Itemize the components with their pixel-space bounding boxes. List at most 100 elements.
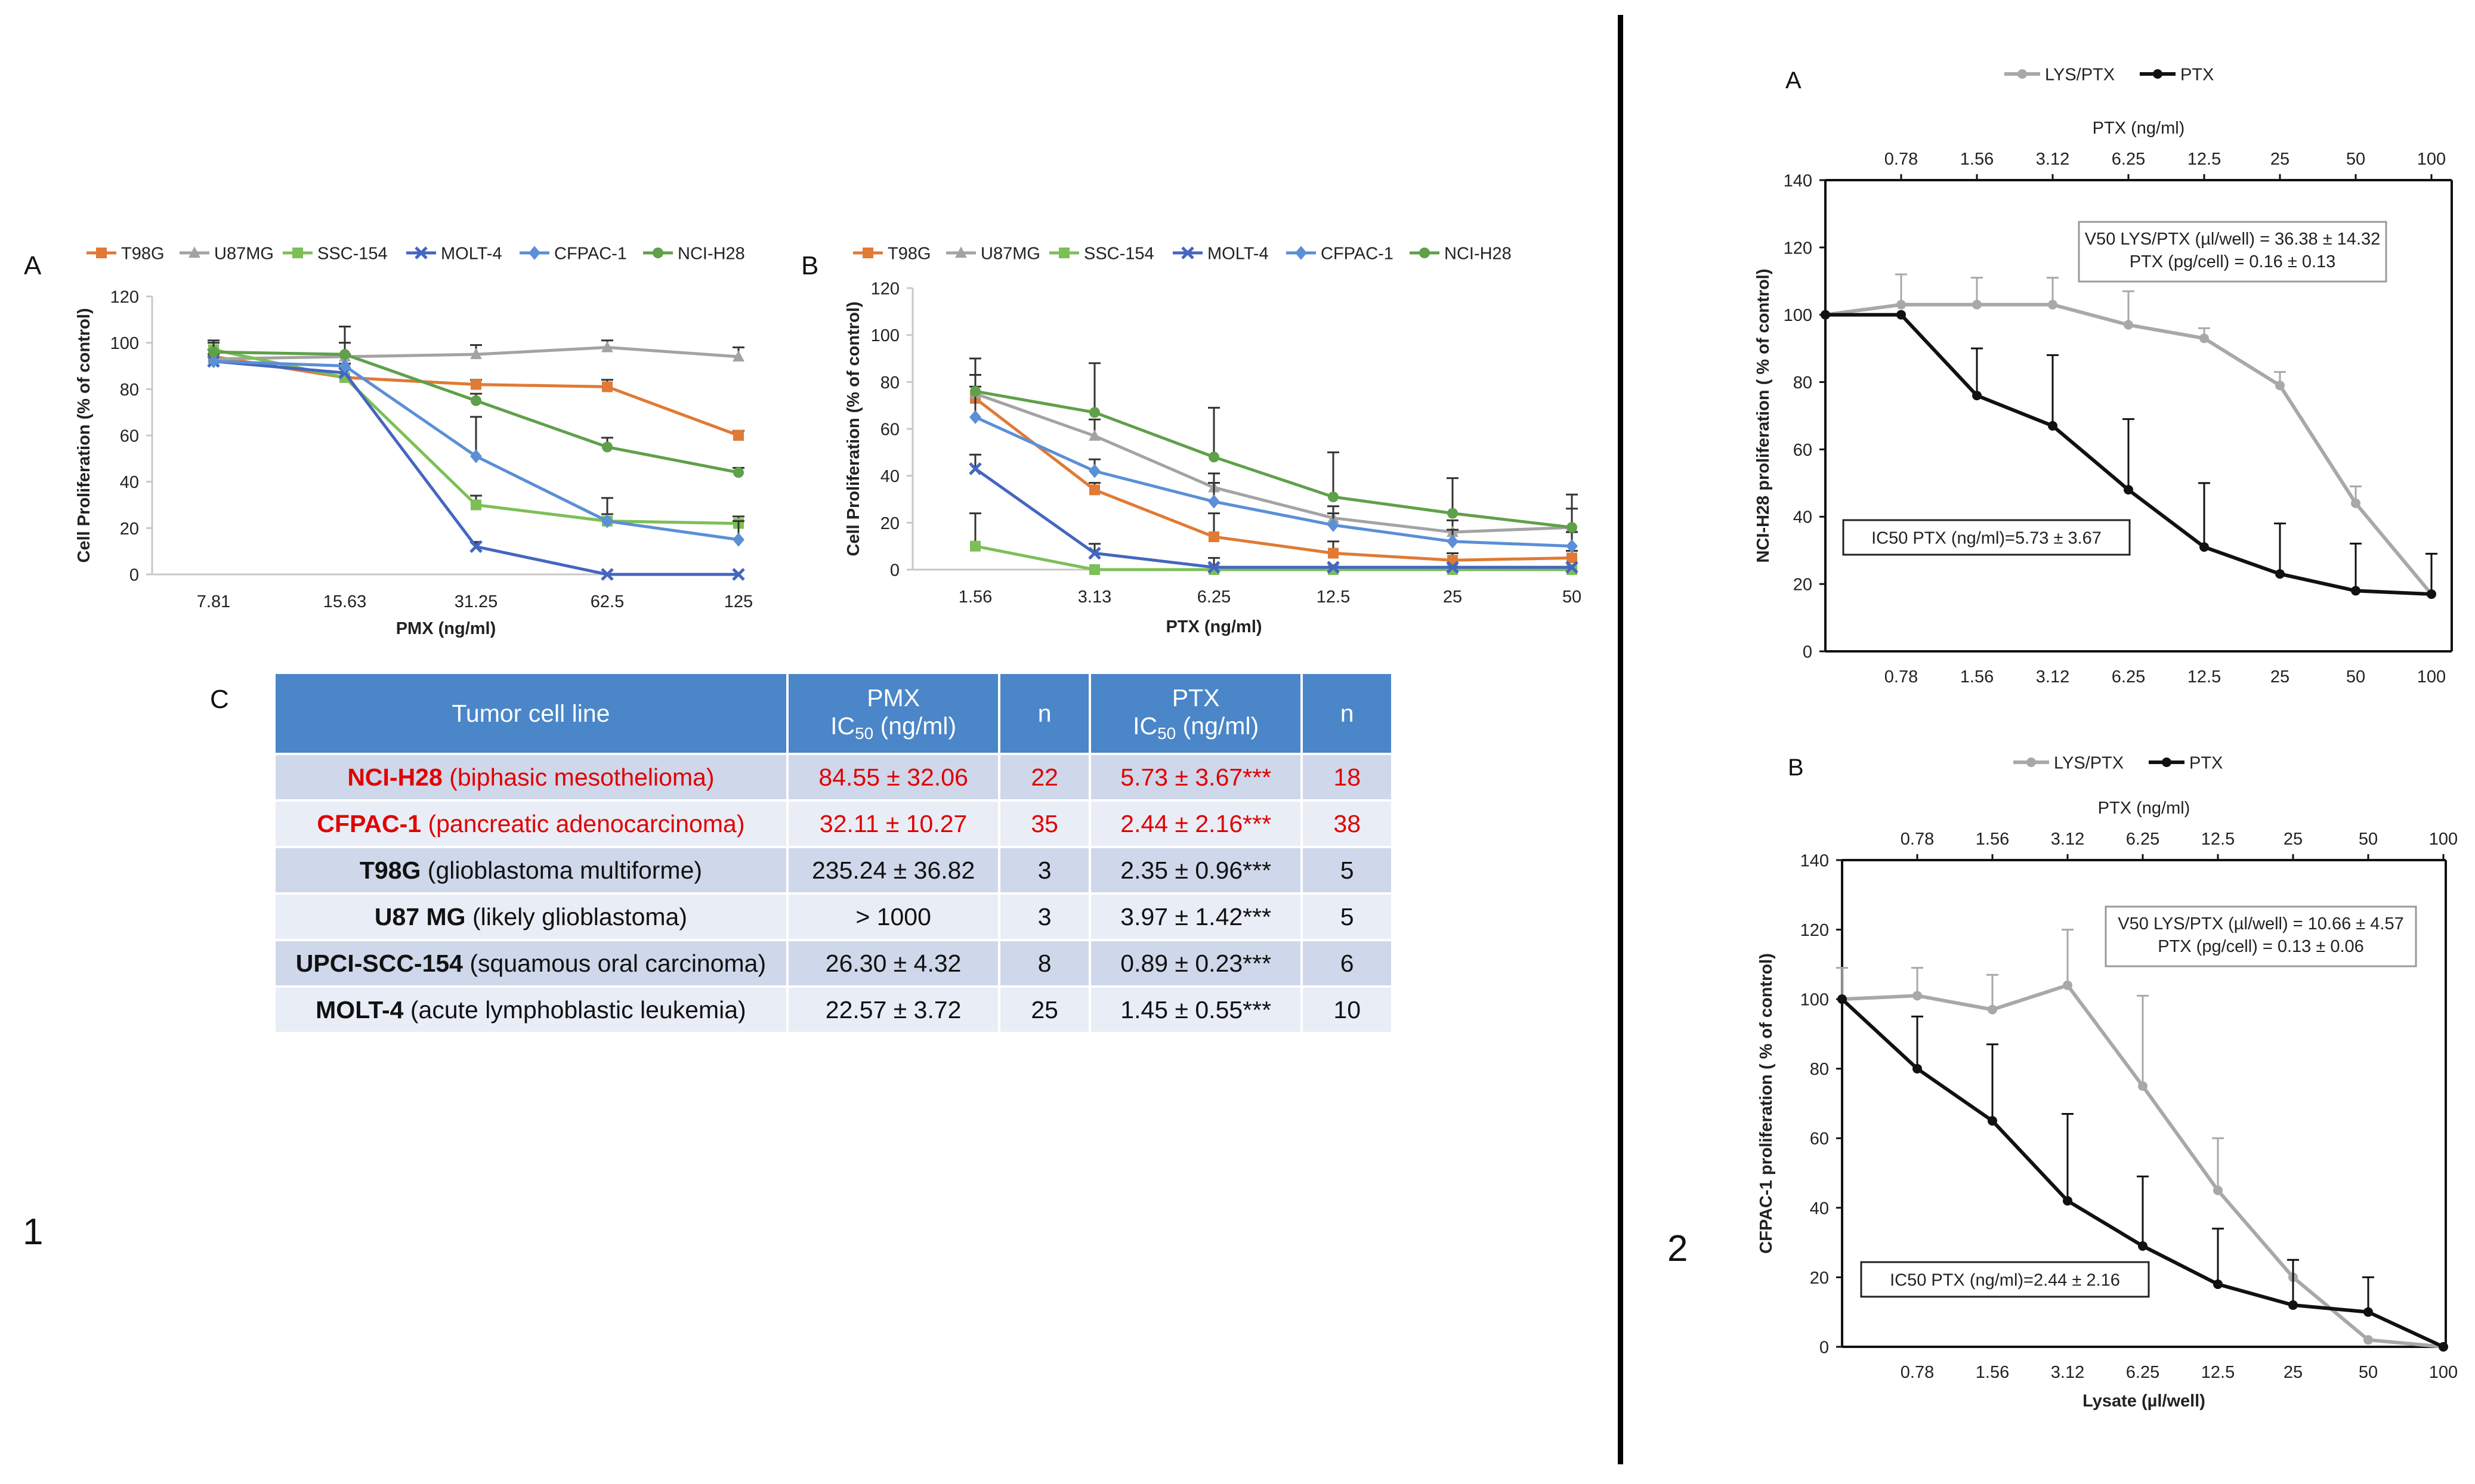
data-point: [1089, 407, 1100, 418]
x-tick-label: 3.12: [2051, 1363, 2084, 1382]
data-point: [471, 395, 481, 406]
cell-n-pmx: 25: [999, 985, 1091, 1032]
x-tick-label: 100: [2417, 667, 2446, 687]
x-tick-label: 125: [724, 592, 753, 611]
y-tick-label: 40: [880, 467, 900, 486]
top-x-tick-label: 0.78: [1901, 830, 1934, 849]
data-point: [1088, 546, 1101, 560]
data-point: [529, 246, 540, 260]
data-point: [2017, 69, 2027, 79]
x-tick-label: 50: [2346, 667, 2365, 687]
x-axis-title: Lysate (µl/well): [2082, 1392, 2205, 1411]
top-x-tick-label: 0.78: [1884, 150, 1918, 169]
x-tick-label: 100: [2429, 1363, 2458, 1382]
data-point: [2213, 1185, 2223, 1195]
data-point: [1896, 310, 1906, 320]
panel-label: A: [24, 251, 42, 280]
series-molt-4: [969, 453, 1578, 574]
cell-pmx: 235.24 ± 36.82: [787, 846, 1001, 894]
ic50-label: IC50 PTX (ng/ml)=2.44 ± 2.16: [1890, 1270, 2120, 1290]
ic50-table: Tumor cell line PMX IC50 (ng/ml) n PTX I…: [276, 674, 1391, 1032]
data-point: [733, 467, 744, 478]
top-x-tick-label: 50: [2346, 150, 2365, 169]
data-point: [2363, 1307, 2373, 1317]
data-point: [1089, 464, 1101, 478]
data-point: [1821, 310, 1830, 320]
top-x-tick-label: 100: [2417, 150, 2446, 169]
cell-n-ptx: 18: [1302, 753, 1391, 800]
series-line: [975, 389, 1572, 529]
data-point: [969, 410, 981, 425]
v50-label: V50 LYS/PTX (µl/well) = 10.66 ± 4.57: [2118, 914, 2403, 933]
top-x-tick-label: 25: [2284, 830, 2303, 849]
table-header-row: Tumor cell line PMX IC50 (ng/ml) n PTX I…: [276, 674, 1391, 754]
cell-n-ptx: 10: [1302, 985, 1391, 1032]
data-point: [1988, 1116, 1997, 1126]
y-tick-label: 60: [1793, 441, 1812, 460]
x-tick-label: 3.13: [1078, 588, 1111, 607]
y-tick-label: 120: [1784, 239, 1812, 258]
x-tick-label: 25: [2284, 1363, 2303, 1382]
header-tumor-cell-line: Tumor cell line: [276, 674, 789, 754]
cell-line: U87 MG (likely glioblastoma): [276, 892, 789, 940]
series-line: [974, 416, 1572, 548]
data-point: [970, 386, 981, 397]
y-tick-label: 20: [120, 520, 139, 539]
x-tick-label: 7.81: [197, 592, 230, 611]
x-tick-label: 50: [2359, 1363, 2378, 1382]
y-tick-label: 0: [890, 561, 900, 580]
data-point: [955, 246, 967, 258]
top-x-tick-label: 3.12: [2051, 830, 2084, 849]
cell-line: CFPAC-1 (pancreatic adenocarcinoma): [276, 799, 789, 847]
y-tick-label: 40: [120, 473, 139, 492]
cell-n-ptx: 5: [1302, 892, 1391, 940]
series-ptx: [1821, 310, 2437, 599]
top-x-tick-label: 50: [2359, 830, 2378, 849]
ptx-per-cell-label: PTX (pg/cell) = 0.16 ± 0.13: [2130, 252, 2336, 271]
series-lys-ptx: [1821, 273, 2437, 599]
data-point: [732, 568, 745, 581]
y-tick-label: 120: [1800, 921, 1829, 940]
v50-label: V50 LYS/PTX (µl/well) = 36.38 ± 14.32: [2085, 230, 2381, 249]
figure-divider: [1618, 15, 1623, 1464]
top-x-tick-label: 1.56: [1960, 150, 1994, 169]
top-x-axis-title: PTX (ng/ml): [2098, 799, 2190, 818]
data-point: [1181, 246, 1194, 259]
data-point: [2124, 485, 2133, 495]
y-tick-label: 120: [871, 279, 900, 298]
data-point: [733, 430, 744, 441]
series-line: [975, 392, 1572, 534]
cell-ptx: 2.44 ± 2.16***: [1089, 799, 1303, 847]
ptx-per-cell-label: PTX (pg/cell) = 0.13 ± 0.06: [2158, 937, 2364, 956]
x-tick-label: 1.56: [959, 588, 992, 607]
y-tick-label: 0: [129, 565, 139, 585]
data-point: [1566, 552, 1577, 564]
data-point: [863, 248, 873, 258]
data-point: [2288, 1300, 2298, 1310]
data-point: [1328, 491, 1339, 503]
y-tick-label: 40: [1810, 1199, 1829, 1218]
data-point: [2351, 586, 2360, 596]
legend: LYS/PTX PTX: [2004, 65, 2214, 84]
x-tick-label: 25: [1443, 588, 1462, 607]
x-axis-title: PTX (ng/ml): [1166, 617, 1262, 636]
ic50-box: [1860, 1261, 2150, 1298]
data-point: [1207, 561, 1220, 574]
v50-box: [2078, 221, 2387, 283]
y-tick-label: 60: [120, 426, 139, 446]
x-tick-label: 0.78: [1901, 1363, 1934, 1382]
top-x-tick-label: 6.25: [2112, 150, 2145, 169]
data-point: [1566, 522, 1577, 533]
y-tick-label: 120: [110, 287, 139, 307]
y-axis-title: NCI-H28 proliferation ( % of control): [1754, 269, 1773, 563]
table-row: NCI-H28 (biphasic mesothelioma) 84.55 ± …: [276, 753, 1391, 800]
legend: T98G U87MG SSC-154 MOLT-4 CFPAC-1 NCI-H28: [853, 244, 1512, 263]
x-tick-label: 0.78: [1884, 667, 1918, 687]
x-tick-label: 6.25: [2112, 667, 2145, 687]
legend-label: LYS/PTX: [2045, 65, 2115, 84]
data-point: [96, 248, 107, 258]
data-point: [2439, 1342, 2448, 1352]
data-point: [2351, 498, 2360, 508]
data-point: [2063, 980, 2072, 990]
y-tick-label: 0: [1803, 642, 1812, 661]
